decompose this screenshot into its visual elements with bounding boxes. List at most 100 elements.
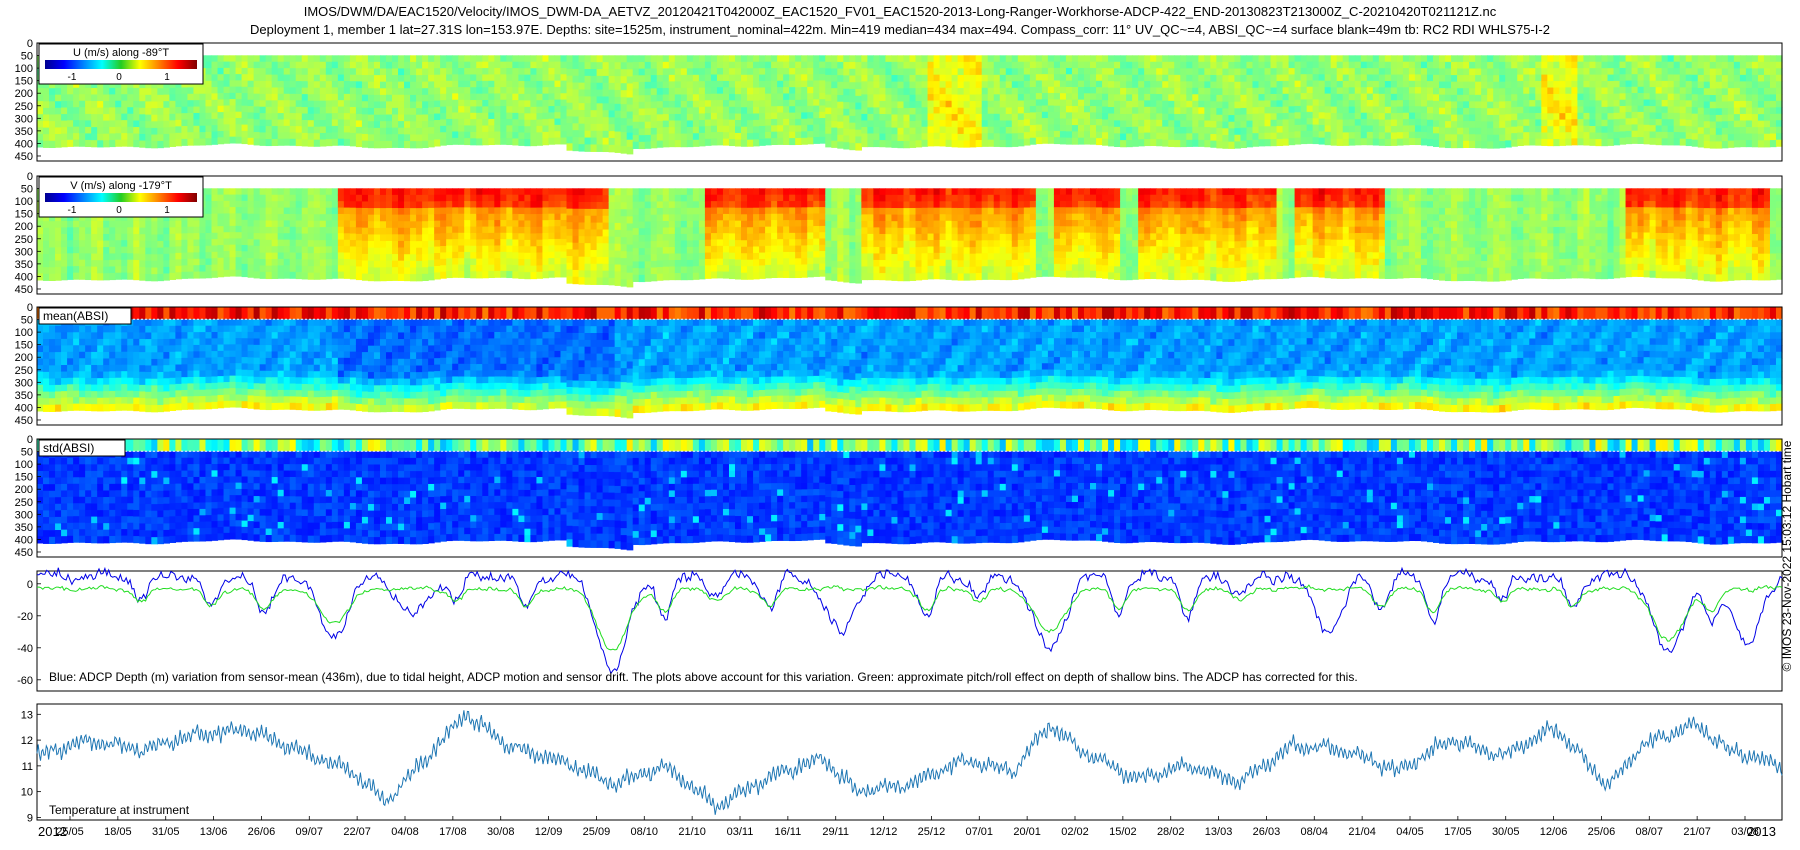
panel-u-cell: [1240, 94, 1248, 102]
panel-u-cell: [434, 126, 441, 134]
panel-u-cell: [1613, 125, 1621, 133]
panel-u-cell: [1366, 138, 1374, 146]
panel-u-cell: [933, 132, 941, 140]
panel-u-cell: [151, 127, 158, 136]
panel-u-cell: [379, 108, 387, 116]
panel-v-cell: [349, 220, 357, 228]
panel-v-cell: [37, 253, 44, 261]
panel-u-cell: [428, 68, 435, 76]
panel-u-cell: [325, 55, 333, 63]
panel-u-cell: [1721, 55, 1729, 63]
panel-u-cell: [67, 81, 74, 89]
panel-u-cell: [596, 117, 604, 125]
panel-u-cell: [1553, 126, 1560, 134]
panel-v-cell: [271, 265, 279, 273]
panel-u-cell: [1354, 125, 1362, 133]
panel-u-cell: [1685, 126, 1693, 134]
panel-u-cell: [1463, 121, 1470, 129]
panel-u-cell: [801, 112, 808, 120]
panel-v-cell: [265, 265, 273, 273]
panel-u-cell: [1150, 126, 1157, 134]
panel-u-cell: [704, 68, 712, 76]
panel-u-cell: [211, 80, 219, 88]
panel-v-cell: [355, 246, 363, 255]
panel-u-cell: [277, 80, 285, 89]
panel-u-cell: [1517, 106, 1524, 114]
panel-u-cell: [169, 126, 176, 134]
panel-u-cell: [590, 69, 598, 77]
panel-v-cell: [361, 240, 369, 248]
panel-u-cell: [1065, 131, 1073, 139]
panel-u-cell: [151, 134, 158, 142]
panel-u-cell: [1246, 120, 1254, 128]
panel-u-cell: [728, 119, 736, 127]
panel-u-cell: [398, 101, 405, 109]
panel-u-cell: [885, 120, 893, 128]
panel-u-cell: [1703, 94, 1711, 103]
panel-u-cell: [343, 106, 351, 114]
panel-u-cell: [831, 61, 838, 70]
panel-u-colorbar-tick: -1: [68, 72, 77, 83]
panel-u-cell: [458, 118, 465, 126]
panel-u-cell: [1005, 126, 1013, 135]
panel-v-cell: [349, 207, 357, 215]
panel-u-cell: [1071, 125, 1079, 132]
panel-u-cell: [1727, 88, 1735, 96]
panel-u-cell: [674, 127, 682, 135]
panel-v-cell: [373, 194, 381, 203]
panel-u-cell: [939, 100, 947, 108]
panel-u-cell: [313, 61, 321, 69]
panel-u-cell: [1487, 88, 1494, 96]
panel-u-cell: [620, 111, 628, 119]
panel-u-cell: [1481, 128, 1488, 136]
panel-u-cell: [1619, 137, 1627, 145]
panel-u-cell: [337, 68, 345, 76]
panel-u-cell: [981, 126, 989, 134]
panel-u-cell: [265, 68, 273, 76]
panel-u-cell: [771, 131, 778, 139]
panel-u-cell: [1571, 74, 1579, 82]
panel-u-cell: [704, 125, 712, 134]
panel-u-cell: [1204, 127, 1211, 135]
panel-u-cell: [1342, 119, 1350, 127]
panel-v-cell: [301, 246, 309, 254]
panel-u-cell: [271, 119, 279, 127]
panel-v-cell: [367, 214, 375, 222]
panel-u-cell: [1505, 120, 1512, 128]
panel-u-cell: [500, 137, 507, 145]
panel-u-cell: [1366, 55, 1374, 63]
panel-v-cell: [410, 221, 417, 229]
panel-u-cell: [1330, 100, 1338, 108]
panel-v-cell: [37, 266, 44, 274]
panel-u-cell: [379, 101, 387, 109]
panel-v-cell: [217, 219, 225, 227]
panel-u-cell: [217, 137, 225, 145]
panel-u-cell: [1402, 99, 1410, 107]
panel-u-cell: [482, 55, 489, 63]
panel-u-cell: [1721, 114, 1729, 122]
panel-u-cell: [1162, 107, 1169, 115]
panel-u-cell: [1420, 80, 1428, 88]
panel-v-cell: [379, 247, 387, 255]
panel-u-cell: [1475, 61, 1482, 70]
panel-v-cell: [331, 213, 339, 222]
panel-u-cell: [1523, 93, 1530, 101]
panel-u-cell: [1691, 74, 1699, 82]
panel-u-cell: [115, 107, 122, 115]
panel-u-cell: [506, 80, 513, 88]
panel-u-ytick-label: 0: [27, 38, 33, 50]
panel-v-cell: [97, 234, 104, 242]
panel-u-cell: [530, 61, 538, 69]
panel-u-cell: [747, 81, 754, 89]
panel-u-cell: [861, 120, 868, 128]
panel-u-cell: [759, 61, 766, 69]
panel-u-cell: [1306, 61, 1314, 69]
panel-u-cell: [337, 125, 345, 133]
panel-u-cell: [379, 61, 387, 70]
panel-u-cell: [566, 123, 574, 131]
panel-u-cell: [1739, 113, 1747, 122]
panel-u-cell: [398, 134, 405, 142]
panel-u-cell: [1673, 125, 1681, 133]
panel-u-cell: [1282, 74, 1290, 82]
panel-u-cell: [915, 87, 923, 96]
